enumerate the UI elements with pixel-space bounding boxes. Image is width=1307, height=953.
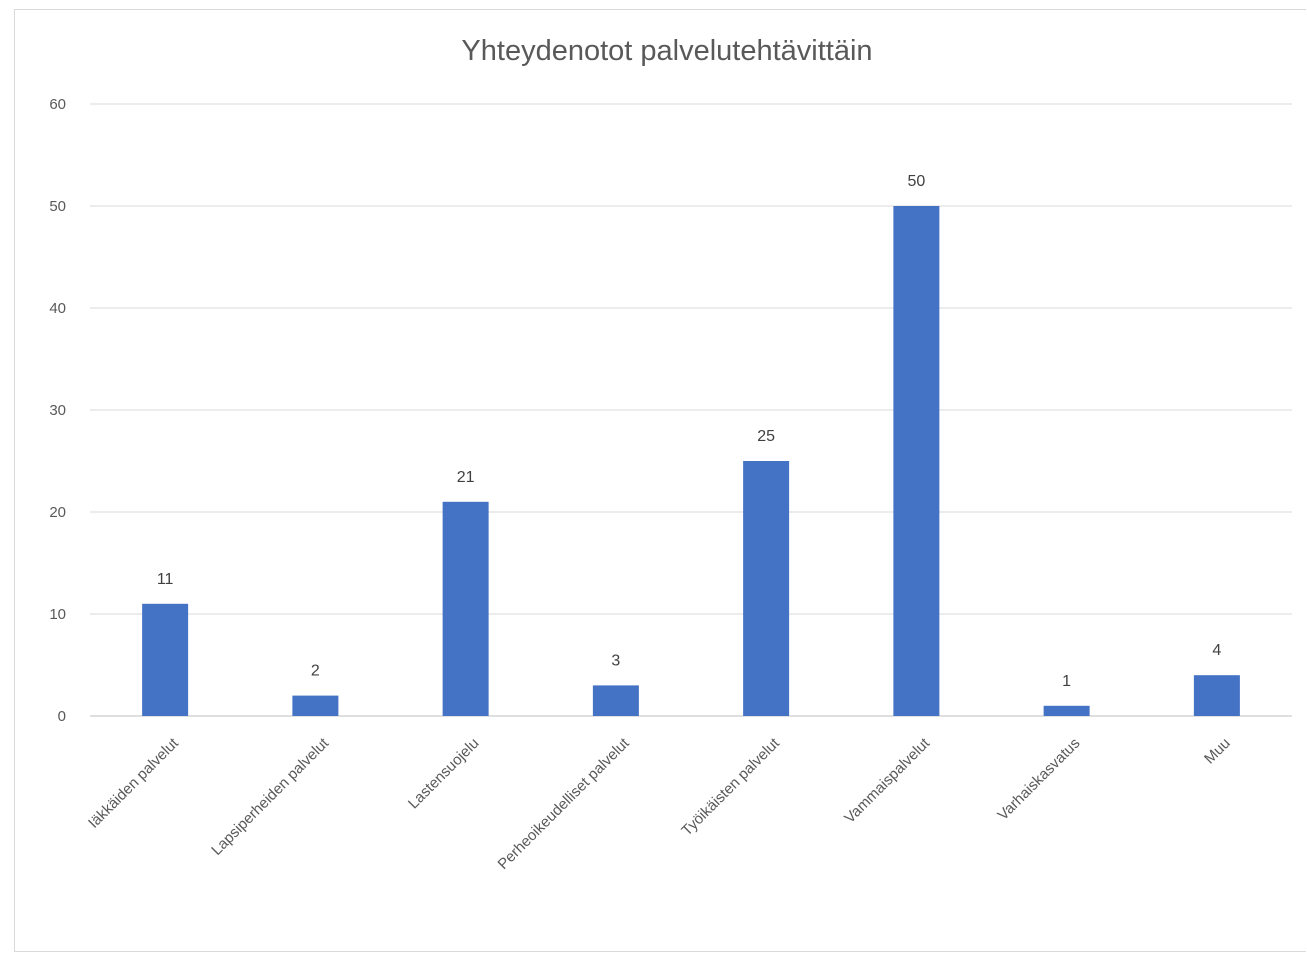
x-category-label: Varhaiskasvatus [994, 735, 1083, 824]
y-tick-label: 40 [49, 300, 66, 317]
bar [893, 206, 940, 716]
data-label: 11 [157, 571, 174, 588]
y-tick-label: 10 [49, 606, 66, 623]
chart-frame [14, 9, 1306, 952]
data-labels: 11 2 21 3 25 50 1 4 [157, 173, 1222, 690]
y-tick-label: 20 [49, 504, 66, 521]
bar [442, 501, 489, 716]
data-label: 4 [1212, 642, 1221, 659]
bar [142, 603, 189, 716]
x-category-label: Työikäisten palvelut [678, 734, 783, 839]
gridlines [90, 103, 1292, 717]
data-label: 50 [907, 173, 925, 190]
bar [592, 685, 639, 716]
bar [1193, 675, 1240, 716]
y-axis-ticks: 0 10 20 30 40 50 60 [49, 96, 66, 725]
chart-title: Yhteydenotot palvelutehtävittäin [461, 35, 872, 67]
x-category-label: Muu [1201, 735, 1234, 768]
x-category-label: Vammaispalvelut [841, 734, 934, 827]
x-category-label: Lastensuojelu [405, 735, 482, 812]
bar [743, 461, 790, 716]
data-label: 2 [311, 663, 320, 680]
y-tick-label: 0 [58, 708, 66, 725]
bar [1043, 705, 1090, 716]
bars [142, 206, 1240, 716]
data-label: 25 [757, 428, 775, 445]
x-category-label: Lapsiperheiden palvelut [208, 734, 333, 859]
bar [292, 695, 339, 716]
data-label: 21 [457, 469, 475, 486]
x-category-label: Iäkkäiden palvelut [85, 734, 183, 832]
y-tick-label: 30 [49, 402, 66, 419]
x-axis-categories: Iäkkäiden palvelut Lapsiperheiden palvelu… [85, 734, 1234, 873]
data-label: 1 [1062, 673, 1071, 690]
data-label: 3 [611, 652, 620, 669]
y-tick-label: 60 [49, 96, 66, 113]
x-category-label: Perheoikeudelliset palvelut [494, 734, 633, 873]
y-tick-label: 50 [49, 198, 66, 215]
